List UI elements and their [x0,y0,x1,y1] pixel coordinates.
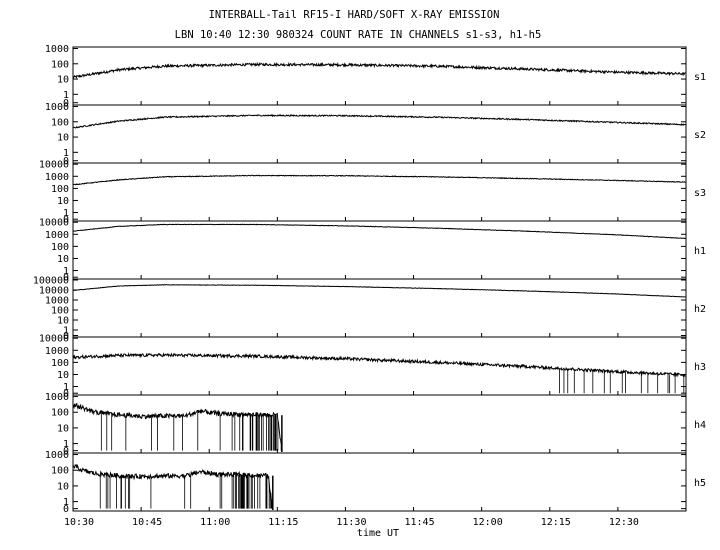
y-tick-label-h4: 100 [51,408,69,419]
y-tick-label-h2: 0 [63,331,69,342]
y-tick-label-h1: 1000 [45,230,69,241]
series-line-h5 [72,463,273,508]
y-tick-label-s3: 10000 [39,160,69,171]
y-tick-label-h4: 0 [63,446,69,457]
x-tick-label: 11:30 [336,517,366,528]
y-tick-label-h3: 1 [63,382,69,393]
y-tick-label-h1: 1 [63,266,69,277]
series-line-s3 [72,174,686,186]
x-tick-label: 11:15 [268,517,298,528]
y-tick-label-s3: 10 [57,196,69,207]
x-tick-label: 12:00 [473,517,503,528]
y-tick-label-h2: 1000 [45,296,69,307]
panel-frame-h5 [72,452,687,512]
y-tick-label-h5: 1 [63,497,69,508]
y-tick-label-h1: 10 [57,254,69,265]
panels-group: 10001001010s110001001010s210000100010010… [33,44,706,515]
y-tick-label-s3: 0 [63,215,69,226]
x-axis: 10:30 10:45 11:00 11:15 11:30 11:45 12:00 12:15… [64,517,639,528]
y-tick-label-s3: 100 [51,184,69,195]
series-line-h3 [72,352,686,378]
y-tick-label-s2: 10 [57,133,69,144]
chart-subtitle: LBN 10:40 12:30 980324 COUNT RATE IN CHA… [175,29,542,41]
y-tick-label-s3: 1 [63,208,69,219]
channel-label-s2: s2 [694,130,706,141]
y-tick-label-h3: 10000 [39,334,69,345]
y-tick-label-h3: 10 [57,370,69,381]
y-tick-label-h4: 10 [57,423,69,434]
y-tick-label-h5: 1000 [45,450,69,461]
y-tick-label-h4: 1000 [45,392,69,403]
series-line-h2 [72,284,686,298]
y-tick-label-h1: 10000 [39,218,69,229]
x-tick-label: 11:00 [200,517,230,528]
y-tick-label-h5: 0 [63,504,69,515]
channel-label-h3: h3 [694,362,706,373]
dropout-spikes-h3 [559,368,685,394]
y-tick-label-h4: 1 [63,439,69,450]
channel-label-h1: h1 [694,246,706,257]
x-tick-label: 11:45 [405,517,435,528]
y-tick-label-s1: 10 [57,75,69,86]
chart-title: INTERBALL-Tail RF15-I HARD/SOFT X-RAY EM… [209,9,500,21]
channel-label-h2: h2 [694,304,706,315]
y-tick-label-h3: 100 [51,358,69,369]
y-tick-label-s2: 0 [63,156,69,167]
channel-label-s1: s1 [694,72,706,83]
dropout-spikes-h4 [100,411,282,451]
x-axis-label: time UT [357,528,399,539]
y-tick-label-h1: 100 [51,242,69,253]
y-tick-label-h2: 1 [63,326,69,337]
y-tick-label-s2: 100 [51,117,69,128]
y-tick-label-s3: 1000 [45,172,69,183]
y-tick-label-h2: 100 [51,306,69,317]
series-line-s2 [72,113,686,129]
dropout-spikes-h5 [99,474,273,509]
x-tick-label: 12:30 [609,517,639,528]
y-tick-label-h3: 0 [63,389,69,400]
channel-label-s3: s3 [694,188,706,199]
y-tick-label-s2: 1000 [45,102,69,113]
panel-h5: 1000 100 10 10 h5 [45,450,706,515]
y-tick-label-h5: 100 [51,466,69,477]
y-tick-label-h2: 10000 [39,286,69,297]
y-tick-label-s1: 1 [63,90,69,101]
y-tick-label-h3: 1000 [45,346,69,357]
y-tick-label-s1: 100 [51,59,69,70]
channel-label-h5: h5 [694,478,706,489]
y-tick-label-s2: 1 [63,148,69,159]
series-line-h1 [72,223,686,240]
y-tick-label-h2: 100000 [33,276,69,287]
x-tick-label: 10:30 [64,517,94,528]
y-tick-label-h2: 10 [57,316,69,327]
y-tick-label-s1: 0 [63,98,69,109]
channel-label-h4: h4 [694,420,706,431]
series-line-h4 [72,403,283,449]
y-tick-label-h5: 10 [57,481,69,492]
y-tick-label-s1: 1000 [45,44,69,55]
x-tick-label: 12:15 [541,517,571,528]
series-line-s1 [72,61,686,79]
y-tick-label-h1: 0 [63,273,69,284]
x-tick-label: 10:45 [132,517,162,528]
